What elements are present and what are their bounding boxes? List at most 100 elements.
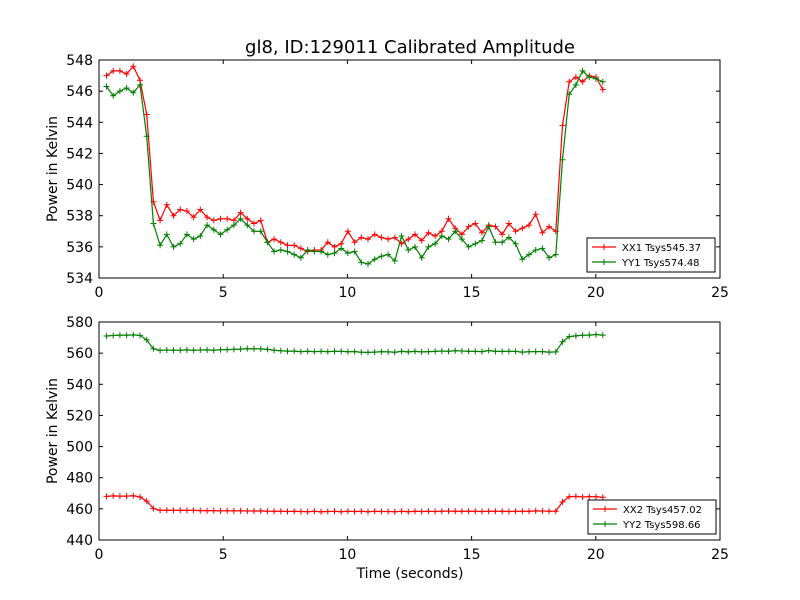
data-point	[391, 508, 398, 515]
data-point	[324, 239, 331, 246]
data-point	[204, 214, 211, 221]
data-point	[277, 239, 284, 246]
data-point	[277, 508, 284, 515]
data-point	[418, 508, 425, 515]
data-point	[324, 508, 331, 515]
data-point	[204, 222, 211, 229]
data-point	[579, 494, 586, 500]
legend-box	[586, 237, 716, 273]
data-point	[391, 349, 398, 356]
data-point	[237, 346, 244, 353]
legend-marker	[602, 521, 608, 527]
data-point	[552, 348, 559, 355]
data-point	[371, 231, 378, 238]
data-point	[465, 243, 472, 250]
x-tick-label: 20	[587, 547, 605, 563]
data-point	[318, 508, 325, 515]
data-point	[371, 256, 378, 263]
data-point	[204, 346, 211, 353]
y-tick-label: 520	[66, 408, 93, 424]
data-point	[244, 215, 251, 222]
y-tick-label: 534	[66, 271, 93, 287]
data-point	[116, 332, 123, 339]
x-tick-label: 15	[463, 285, 481, 301]
data-point	[418, 254, 425, 261]
data-point	[505, 220, 512, 227]
data-point	[130, 331, 137, 338]
data-point	[210, 347, 217, 354]
data-point	[110, 67, 117, 74]
data-point	[539, 229, 546, 236]
data-point	[479, 237, 485, 244]
data-point	[519, 508, 526, 515]
legend-marker	[602, 506, 608, 512]
data-point	[405, 236, 412, 243]
data-point	[251, 220, 257, 227]
data-point	[412, 508, 418, 515]
axes-frame	[98, 321, 721, 541]
data-point	[405, 348, 412, 355]
legend-marker	[601, 259, 607, 265]
data-point	[365, 508, 371, 515]
data-point	[190, 214, 197, 221]
data-point	[297, 245, 304, 252]
data-point	[378, 253, 385, 260]
legend-marker	[601, 244, 607, 250]
y-tick-label: 460	[66, 502, 93, 518]
bottom-panel: 0 5 10 15 20 25 440 460 480 500 520 540 560 580 Power …	[45, 315, 729, 563]
data-point	[197, 507, 204, 514]
data-point	[224, 226, 231, 233]
data-point	[438, 348, 445, 354]
x-tick-label: 10	[338, 547, 356, 563]
data-point	[143, 336, 150, 343]
x-tick-label: 20	[587, 285, 605, 301]
y-tick-label: 542	[66, 146, 93, 162]
chart-title: gl8, ID:129011 Calibrated Amplitude	[245, 37, 575, 58]
data-point	[479, 348, 485, 355]
data-point	[452, 228, 459, 235]
data-point	[512, 508, 519, 515]
data-point	[110, 492, 117, 499]
x-axis-label: Time (seconds)	[356, 566, 464, 582]
data-point	[130, 63, 137, 70]
data-point	[532, 211, 539, 218]
data-point	[311, 508, 318, 515]
data-point	[183, 346, 190, 353]
data-point	[291, 242, 298, 249]
data-point	[526, 251, 532, 258]
data-point	[197, 347, 204, 353]
data-point	[438, 508, 445, 515]
y-tick-label: 538	[66, 209, 93, 225]
data-point	[251, 508, 257, 514]
data-point	[344, 508, 351, 515]
data-point	[244, 222, 251, 229]
data-point	[271, 248, 278, 255]
data-point	[579, 332, 586, 339]
legend: XX2 Tsys457.02 YY2 Tsys598.66	[587, 499, 717, 535]
data-point	[190, 236, 197, 243]
data-point	[425, 229, 432, 236]
data-point	[412, 231, 418, 238]
data-point	[526, 508, 532, 515]
data-point	[512, 240, 519, 247]
data-point	[331, 243, 338, 250]
data-point	[472, 220, 479, 227]
data-point	[572, 332, 579, 339]
data-point	[358, 508, 365, 515]
data-point	[150, 505, 157, 512]
data-point	[116, 493, 123, 500]
data-point	[532, 247, 539, 253]
y-tick-label: 546	[66, 84, 93, 100]
data-point	[378, 508, 385, 515]
data-point	[492, 508, 499, 515]
legend: XX1 Tsys545.37 YY1 Tsys574.48	[586, 237, 716, 273]
data-point	[150, 345, 157, 352]
data-point	[566, 78, 573, 85]
data-point	[378, 348, 385, 355]
data-point	[103, 72, 110, 79]
data-point	[425, 508, 432, 515]
data-point	[358, 234, 365, 241]
data-point	[264, 239, 271, 246]
data-point	[163, 231, 170, 238]
data-point	[479, 508, 485, 515]
